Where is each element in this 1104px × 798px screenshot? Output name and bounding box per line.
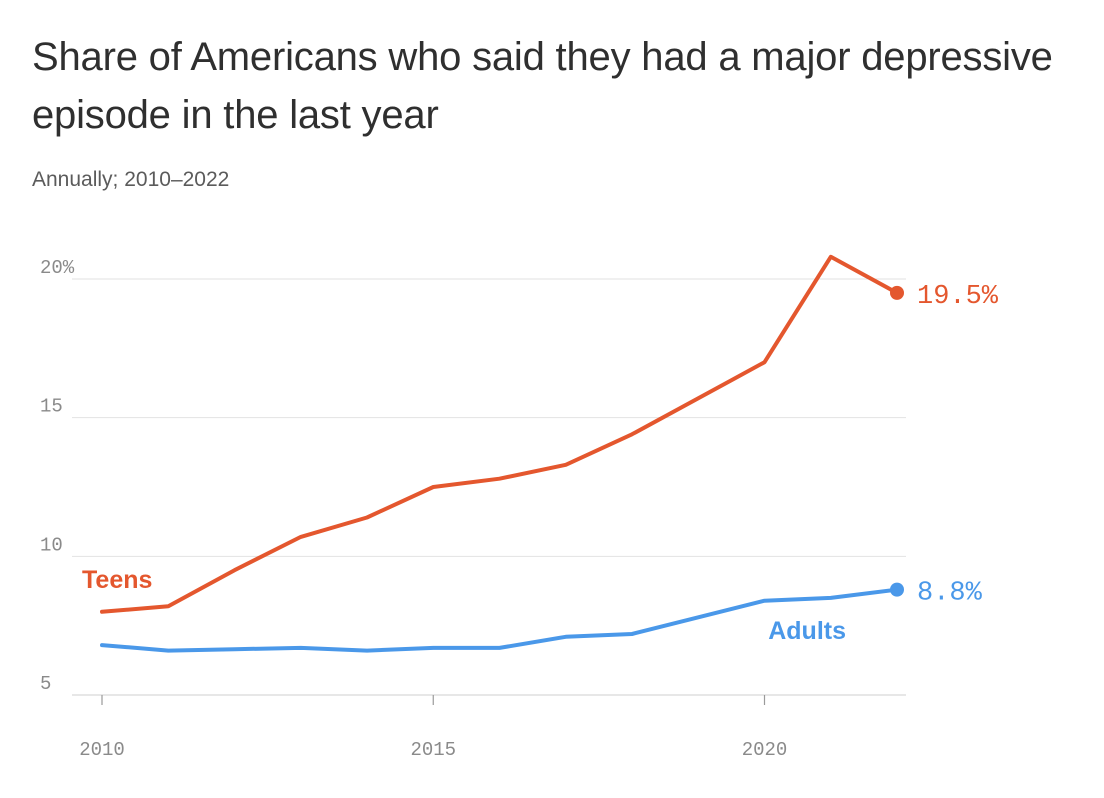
x-tick-label-2015: 2015 bbox=[410, 739, 456, 761]
x-axis: 2010 2015 2020 bbox=[79, 695, 787, 761]
adults-end-dot bbox=[890, 582, 904, 597]
y-tick-label-5: 5 bbox=[40, 673, 51, 695]
teens-series-label: Teens bbox=[82, 566, 152, 594]
series-labels: 19.5% Teens 8.8% Adults bbox=[82, 282, 999, 645]
teens-line bbox=[100, 254, 899, 614]
teens-end-label: 19.5% bbox=[917, 282, 999, 312]
adults-series-label: Adults bbox=[768, 617, 846, 645]
y-tick-label-10: 10 bbox=[40, 534, 63, 556]
chart-title: Share of Americans who said they had a m… bbox=[32, 35, 1053, 137]
chart-subtitle: Annually; 2010–2022 bbox=[32, 168, 230, 191]
teens-end-dot bbox=[890, 285, 904, 300]
y-tick-label-20: 20% bbox=[40, 257, 75, 279]
y-tick-label-15: 15 bbox=[40, 396, 63, 418]
series-lines bbox=[100, 254, 904, 653]
x-tick-label-2010: 2010 bbox=[79, 739, 125, 761]
x-tick-label-2020: 2020 bbox=[742, 739, 788, 761]
adults-line bbox=[100, 587, 899, 653]
adults-end-label: 8.8% bbox=[917, 579, 983, 609]
gridlines: 5 10 15 20% bbox=[40, 257, 906, 696]
